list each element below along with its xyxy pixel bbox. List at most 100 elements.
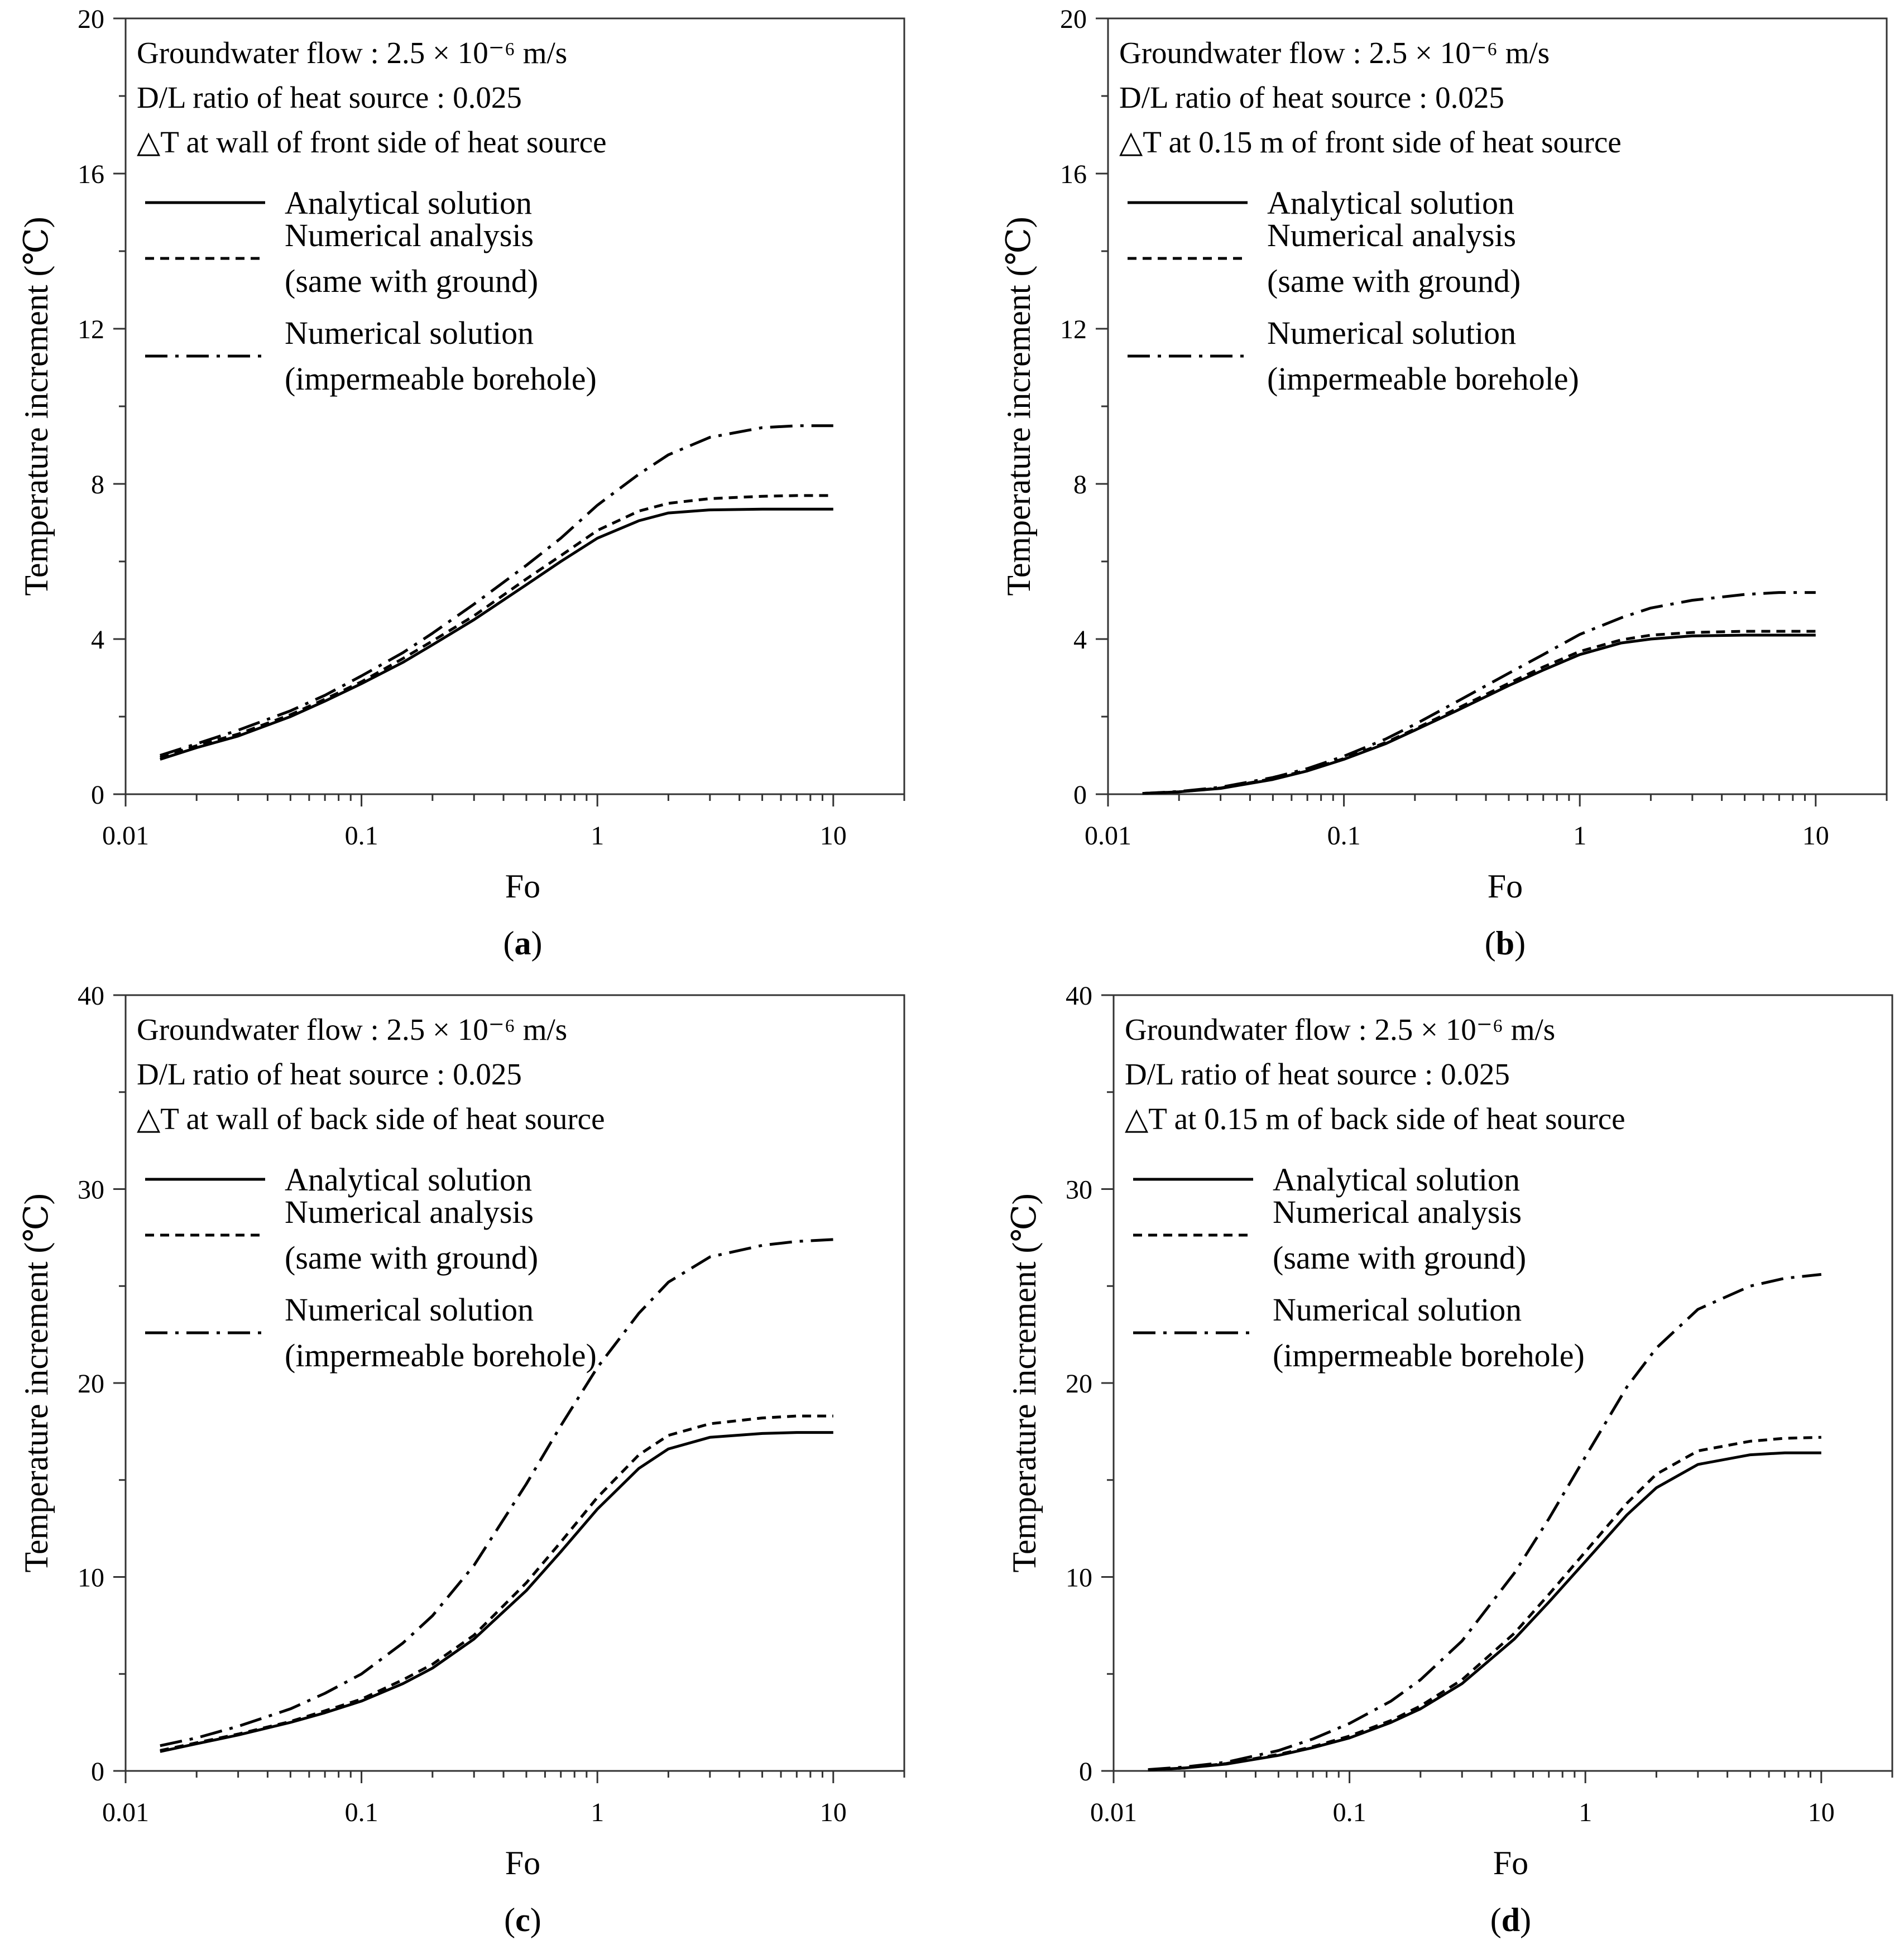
y-tick-label: 10 bbox=[78, 1563, 104, 1593]
y-tick-label: 0 bbox=[1079, 1757, 1092, 1787]
x-tick-label: 0.01 bbox=[1085, 821, 1131, 851]
annotation-line: Groundwater flow : 2.5 × 10⁻⁶ m/s bbox=[1125, 1012, 1555, 1046]
legend-label: (same with ground) bbox=[285, 1240, 538, 1276]
y-tick-label: 8 bbox=[91, 470, 104, 500]
series-line bbox=[160, 1431, 833, 1753]
x-axis-label: Fo bbox=[1493, 1845, 1528, 1881]
series-line bbox=[160, 1238, 833, 1747]
y-tick-label: 4 bbox=[1073, 625, 1087, 655]
y-tick-label: 30 bbox=[78, 1175, 104, 1205]
chart-panel-c: 0.01 0.1 1 10 0 10 20 30 40 Fo Temperature increme… bbox=[0, 977, 921, 1953]
y-tick-label: 40 bbox=[78, 981, 104, 1011]
legend-label: (same with ground) bbox=[1273, 1240, 1526, 1276]
legend-label: Numerical analysis bbox=[285, 217, 534, 253]
legend-label: Analytical solution bbox=[285, 185, 532, 221]
y-tick-label: 40 bbox=[1066, 981, 1092, 1011]
y-axis-label: Temperature increment (℃) bbox=[18, 217, 55, 596]
annotation-line: Groundwater flow : 2.5 × 10⁻⁶ m/s bbox=[137, 36, 567, 70]
y-tick-label: 30 bbox=[1066, 1175, 1092, 1205]
x-tick-label: 0.01 bbox=[102, 821, 149, 851]
annotation-line: △T at wall of front side of heat source bbox=[137, 125, 607, 159]
y-axis-label: Temperature increment (℃) bbox=[1006, 1193, 1043, 1572]
chart-b-svg: 0.01 0.1 1 10 0 4 8 12 16 20 Fo Temperature increme… bbox=[1000, 4, 1888, 962]
annotation-line: Groundwater flow : 2.5 × 10⁻⁶ m/s bbox=[137, 1012, 567, 1046]
y-tick-label: 20 bbox=[78, 4, 104, 34]
legend-label: (impermeable borehole) bbox=[1267, 361, 1579, 397]
legend-label: Numerical solution bbox=[1267, 315, 1516, 351]
x-tick-label: 0.1 bbox=[345, 821, 378, 851]
y-tick-label: 16 bbox=[78, 160, 104, 189]
y-tick-label: 16 bbox=[1060, 160, 1087, 189]
annotation-line: Groundwater flow : 2.5 × 10⁻⁶ m/s bbox=[1119, 36, 1550, 70]
x-tick-label: 0.1 bbox=[345, 1798, 378, 1827]
legend-label: Numerical analysis bbox=[1267, 217, 1516, 253]
series-line bbox=[1148, 1273, 1822, 1771]
series-line bbox=[1142, 630, 1816, 795]
x-tick-label: 0.01 bbox=[102, 1798, 149, 1827]
x-tick-label: 10 bbox=[820, 1798, 847, 1827]
y-tick-label: 12 bbox=[78, 315, 104, 344]
annotation-line: D/L ratio of heat source : 0.025 bbox=[1125, 1057, 1510, 1091]
legend-label: Analytical solution bbox=[285, 1161, 532, 1198]
annotation-line: D/L ratio of heat source : 0.025 bbox=[137, 80, 522, 114]
chart-d-svg: 0.01 0.1 1 10 0 10 20 30 40 Fo Temperature increme… bbox=[1006, 981, 1893, 1938]
x-tick-label: 1 bbox=[591, 821, 604, 851]
chart-a-svg: 0.01 0.1 1 10 0 4 8 12 16 20 Fo Temperature increme… bbox=[18, 4, 905, 962]
chart-c-svg: 0.01 0.1 1 10 0 10 20 30 40 Fo Temperature increme… bbox=[18, 981, 905, 1938]
annotation-line: △T at 0.15 m of front side of heat sourc… bbox=[1119, 125, 1622, 159]
x-tick-label: 0.1 bbox=[1333, 1798, 1366, 1827]
y-tick-label: 10 bbox=[1066, 1563, 1092, 1593]
y-tick-label: 12 bbox=[1060, 315, 1087, 344]
series-line bbox=[160, 424, 833, 757]
y-tick-label: 0 bbox=[1073, 780, 1087, 810]
series-line bbox=[1142, 633, 1816, 795]
y-tick-label: 20 bbox=[78, 1369, 104, 1399]
x-tick-label: 10 bbox=[1802, 821, 1829, 851]
legend-label: (same with ground) bbox=[285, 263, 538, 299]
annotation-line: D/L ratio of heat source : 0.025 bbox=[137, 1057, 522, 1091]
legend-label: (impermeable borehole) bbox=[285, 1337, 597, 1374]
series-line bbox=[160, 494, 833, 759]
legend-label: Numerical analysis bbox=[1273, 1194, 1522, 1230]
legend-label: Numerical solution bbox=[1273, 1291, 1522, 1328]
panel-caption: (c) bbox=[504, 1902, 541, 1938]
panel-caption: (b) bbox=[1485, 925, 1526, 962]
y-tick-label: 8 bbox=[1073, 470, 1087, 500]
legend-label: (impermeable borehole) bbox=[285, 361, 597, 397]
series-line bbox=[1148, 1435, 1821, 1771]
annotation-line: D/L ratio of heat source : 0.025 bbox=[1119, 80, 1504, 114]
panel-caption: (d) bbox=[1490, 1902, 1531, 1938]
series-line bbox=[160, 507, 833, 761]
annotation-line: △T at wall of back side of heat source bbox=[137, 1102, 605, 1136]
x-axis-label: Fo bbox=[505, 868, 540, 905]
x-tick-label: 1 bbox=[1573, 821, 1586, 851]
legend-label: Numerical analysis bbox=[285, 1194, 534, 1230]
y-axis-label: Temperature increment (℃) bbox=[1000, 217, 1037, 596]
x-tick-label: 10 bbox=[1808, 1798, 1835, 1827]
chart-panel-a: 0.01 0.1 1 10 0 4 8 12 16 20 Fo Temperature increme… bbox=[0, 0, 921, 977]
legend-label: (impermeable borehole) bbox=[1273, 1337, 1585, 1374]
y-tick-label: 0 bbox=[91, 1757, 104, 1787]
x-tick-label: 0.01 bbox=[1090, 1798, 1137, 1827]
panel-caption: (a) bbox=[503, 925, 542, 962]
x-axis-label: Fo bbox=[1488, 868, 1523, 905]
legend-label: Analytical solution bbox=[1273, 1161, 1520, 1198]
x-axis-label: Fo bbox=[505, 1845, 540, 1881]
legend-label: Numerical solution bbox=[285, 1291, 534, 1328]
y-tick-label: 20 bbox=[1060, 4, 1087, 34]
x-tick-label: 1 bbox=[591, 1798, 604, 1827]
y-tick-label: 4 bbox=[91, 625, 104, 655]
series-line bbox=[1142, 591, 1816, 795]
legend-label: Numerical solution bbox=[285, 315, 534, 351]
x-tick-label: 1 bbox=[1579, 1798, 1592, 1827]
chart-panel-b: 0.01 0.1 1 10 0 4 8 12 16 20 Fo Temperature increme… bbox=[982, 0, 1903, 977]
chart-panel-d: 0.01 0.1 1 10 0 10 20 30 40 Fo Temperature increme… bbox=[988, 977, 1898, 1953]
annotation-line: △T at 0.15 m of back side of heat source bbox=[1125, 1102, 1625, 1136]
y-axis-label: Temperature increment (℃) bbox=[18, 1193, 55, 1572]
series-line bbox=[160, 1414, 833, 1752]
x-tick-label: 0.1 bbox=[1327, 821, 1361, 851]
y-tick-label: 20 bbox=[1066, 1369, 1092, 1399]
y-tick-label: 0 bbox=[91, 780, 104, 810]
legend-label: Analytical solution bbox=[1267, 185, 1514, 221]
x-tick-label: 10 bbox=[820, 821, 847, 851]
